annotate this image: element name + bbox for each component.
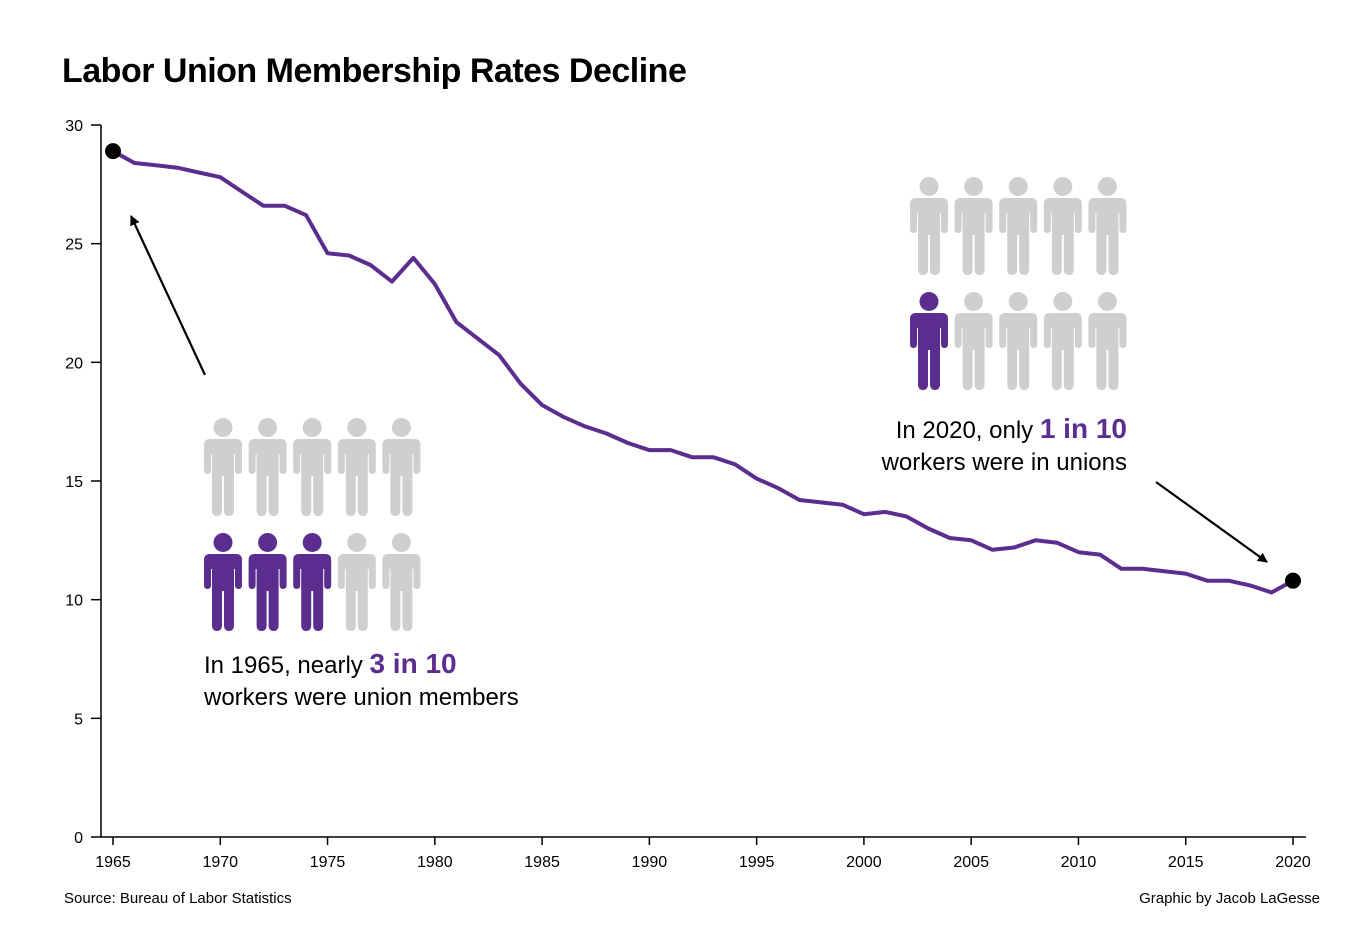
person-icon: [204, 418, 242, 516]
annotation-2020-prefix: In 2020, only: [895, 417, 1040, 444]
person-icon: [382, 418, 421, 516]
person-icon: [248, 418, 287, 516]
person-icon: [337, 418, 376, 516]
y-tick-label: 15: [65, 474, 83, 491]
x-tick-label: 1975: [310, 854, 346, 871]
person-icon: [999, 177, 1038, 275]
y-tick-label: 30: [65, 118, 83, 135]
credit-note: Graphic by Jacob LaGesse: [1139, 890, 1320, 907]
annotation-1965-highlight: 3 in 10: [369, 648, 457, 679]
series-layer: [105, 143, 1301, 595]
arrow-2020: [1155, 481, 1268, 563]
person-icon-highlighted: [293, 533, 332, 631]
annotation-arrows: [130, 215, 1268, 563]
person-icon: [1088, 292, 1127, 390]
arrow-1965: [130, 215, 206, 376]
annotation-1965: In 1965, nearly 3 in 10 workers were uni…: [204, 648, 519, 714]
person-icon-highlighted: [248, 533, 287, 631]
y-tick-label: 0: [74, 830, 83, 847]
person-icon: [910, 177, 948, 275]
person-icon: [954, 292, 993, 390]
person-icon: [1043, 177, 1082, 275]
person-icon: [954, 177, 993, 275]
x-tick-label: 2010: [1061, 854, 1097, 871]
person-icon: [1088, 177, 1127, 275]
chart-title: Labor Union Membership Rates Decline: [62, 52, 687, 90]
x-tick-label: 2000: [846, 854, 882, 871]
annotation-2020-highlight: 1 in 10: [1039, 413, 1127, 444]
pictogram-1965: [204, 418, 421, 631]
x-tick-label: 1990: [632, 854, 668, 871]
source-note: Source: Bureau of Labor Statistics: [64, 890, 292, 907]
y-tick-label: 20: [65, 355, 83, 372]
x-tick-label: 1995: [739, 854, 775, 871]
pictogram-2020: [910, 177, 1127, 390]
person-icon: [382, 533, 421, 631]
annotation-1965-line2: workers were union members: [204, 684, 519, 711]
person-icon: [999, 292, 1038, 390]
series-line: [111, 149, 1295, 595]
x-tick-label: 2020: [1275, 854, 1311, 871]
x-tick-label: 1970: [202, 854, 238, 871]
highlight-point: [105, 143, 121, 160]
y-tick-label: 10: [65, 593, 83, 610]
x-tick-label: 2005: [953, 854, 989, 871]
y-tick-label: 25: [65, 237, 83, 254]
person-icon: [293, 418, 332, 516]
pictograms: [204, 177, 1127, 631]
x-tick-label: 1985: [524, 854, 560, 871]
highlight-point: [1285, 572, 1301, 589]
person-icon: [1043, 292, 1082, 390]
annotation-2020: In 2020, only 1 in 10 workers were in un…: [882, 413, 1127, 479]
x-tick-label: 1965: [95, 854, 131, 871]
y-tick-label: 5: [74, 711, 83, 728]
person-icon: [337, 533, 376, 631]
axes: 0 5 10 15 20 25 30 1965 1970 1975 1980 1985 1990 1995…: [65, 118, 1311, 871]
x-tick-label: 1980: [417, 854, 453, 871]
x-tick-label: 2015: [1168, 854, 1204, 871]
annotation-1965-prefix: In 1965, nearly: [204, 652, 370, 679]
annotation-2020-line2: workers were in unions: [881, 449, 1127, 476]
person-icon-highlighted: [204, 533, 242, 631]
person-icon-highlighted: [910, 292, 948, 390]
